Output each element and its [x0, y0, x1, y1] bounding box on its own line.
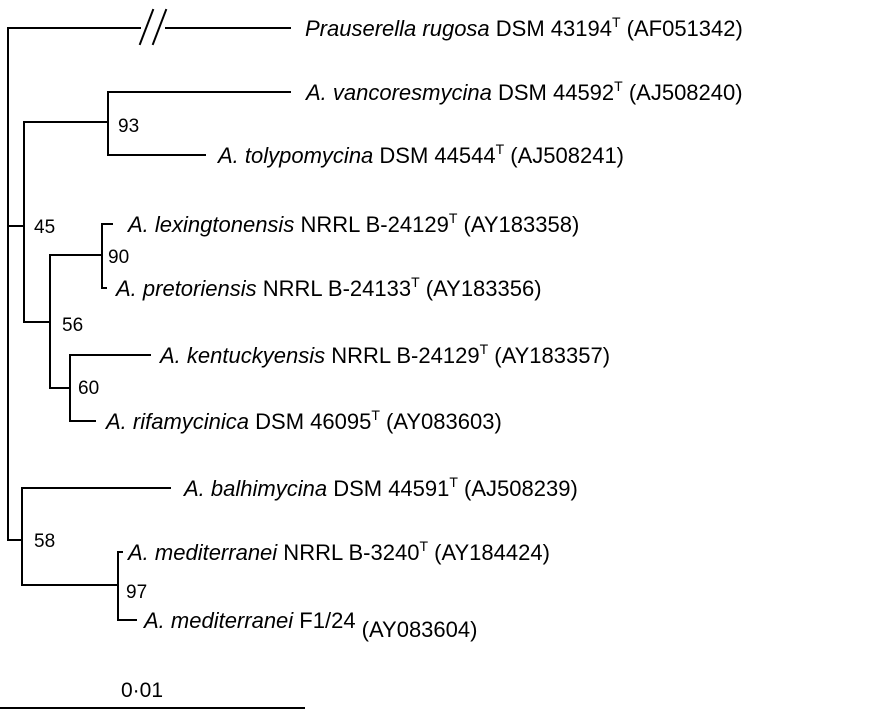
taxon-label-kentuckyensis: A. kentuckyensis NRRL B-24129T (AY183357…: [158, 341, 610, 368]
bootstrap-56: 56: [62, 315, 83, 336]
taxon-label-pretoriensis: A. pretoriensis NRRL B-24133T (AY183356): [114, 274, 542, 301]
taxon-label-tolypomycina: A. tolypomycina DSM 44544T (AJ508241): [216, 141, 624, 168]
taxon-label-balhimycina: A. balhimycina DSM 44591T (AJ508239): [182, 474, 578, 501]
bootstrap-97: 97: [126, 582, 147, 603]
bootstrap-45: 45: [34, 217, 55, 238]
bootstrap-58: 58: [34, 531, 55, 552]
scale-bar-label: 0·01: [121, 679, 163, 702]
branch-break-mark-2: [151, 8, 168, 46]
branch-break-mark-1: [138, 8, 155, 46]
bootstrap-93: 93: [118, 116, 139, 137]
taxon-label-prauserella-rugosa: Prauserella rugosa DSM 43194T (AF051342): [305, 14, 743, 41]
bootstrap-60: 60: [78, 378, 99, 399]
taxon-label-lexingtonensis: A. lexingtonensis NRRL B-24129T (AY18335…: [126, 210, 579, 237]
taxon-label-rifamycinica: A. rifamycinica DSM 46095T (AY083603): [104, 407, 502, 434]
taxon-label-mediterranei-type: A. mediterranei NRRL B-3240T (AY184424): [126, 538, 550, 565]
bootstrap-90: 90: [108, 247, 129, 268]
taxon-label-mediterranei-f124: A. mediterranei F1/24 (AY083604): [142, 608, 477, 642]
taxon-label-vancoresmycina: A. vancoresmycina DSM 44592T (AJ508240): [304, 78, 743, 105]
